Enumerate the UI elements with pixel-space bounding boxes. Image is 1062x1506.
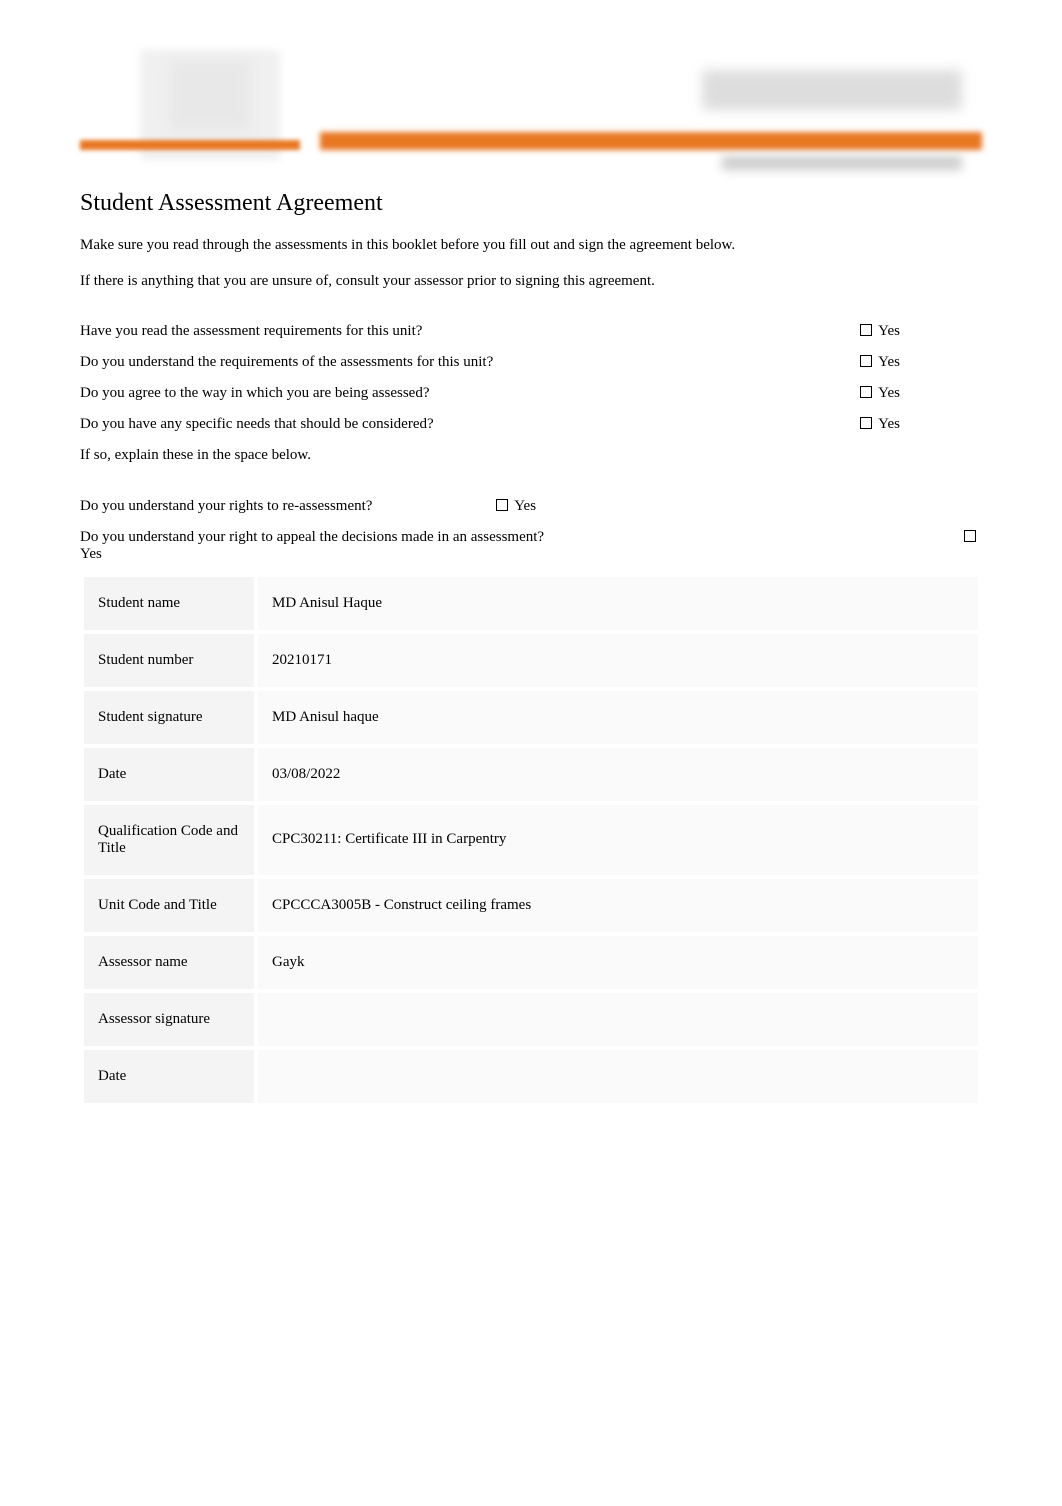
header-text-blur xyxy=(702,70,962,110)
checkbox-icon[interactable] xyxy=(860,386,872,398)
question-row-4: Do you have any specific needs that shou… xyxy=(80,416,900,433)
table-label-cell: Student name xyxy=(84,577,254,630)
question-text: Do you understand your rights to re-asse… xyxy=(80,498,372,514)
page-title: Student Assessment Agreement xyxy=(80,190,982,217)
table-row: Unit Code and TitleCPCCCA3005B - Constru… xyxy=(84,879,978,932)
header-banner xyxy=(80,40,982,170)
table-row: Student signatureMD Anisul haque xyxy=(84,691,978,744)
answer-label: Yes xyxy=(514,498,536,514)
table-value-cell: MD Anisul Haque xyxy=(258,577,978,630)
header-subtext-blur xyxy=(722,156,962,170)
question-answer: Yes xyxy=(840,323,900,340)
checkbox-icon[interactable] xyxy=(860,324,872,336)
table-row: Student nameMD Anisul Haque xyxy=(84,577,978,630)
checkbox-icon[interactable] xyxy=(496,499,508,511)
question-text: Have you read the assessment requirement… xyxy=(80,323,840,340)
table-value-cell: CPC30211: Certificate III in Carpentry xyxy=(258,805,978,875)
answer-label: Yes xyxy=(878,354,900,370)
table-label-cell: Student signature xyxy=(84,691,254,744)
answer-label: Yes xyxy=(878,385,900,401)
intro-paragraph-1: Make sure you read through the assessmen… xyxy=(80,235,840,257)
question-answer: Yes xyxy=(496,498,536,515)
table-label-cell: Unit Code and Title xyxy=(84,879,254,932)
question-text: Do you understand the requirements of th… xyxy=(80,354,840,371)
question-row-3: Do you agree to the way in which you are… xyxy=(80,385,900,402)
table-value-cell: 20210171 xyxy=(258,634,978,687)
logo-shape xyxy=(170,60,250,130)
question-row-2: Do you understand the requirements of th… xyxy=(80,354,900,371)
accent-bar-long xyxy=(320,132,982,150)
accent-bar-short xyxy=(80,140,300,150)
table-label-cell: Student number xyxy=(84,634,254,687)
checkbox-icon[interactable] xyxy=(860,417,872,429)
table-row: Assessor signature xyxy=(84,993,978,1046)
table-row: Student number20210171 xyxy=(84,634,978,687)
table-value-cell: CPCCCA3005B - Construct ceiling frames xyxy=(258,879,978,932)
question-text: Do you have any specific needs that shou… xyxy=(80,416,840,433)
table-row: Qualification Code and TitleCPC30211: Ce… xyxy=(84,805,978,875)
question-row-5: Do you understand your rights to re-asse… xyxy=(80,498,982,515)
intro-paragraph-2: If there is anything that you are unsure… xyxy=(80,271,840,293)
answer-label: Yes xyxy=(878,416,900,432)
table-label-cell: Qualification Code and Title xyxy=(84,805,254,875)
question-answer xyxy=(944,529,982,546)
table-label-cell: Date xyxy=(84,1050,254,1103)
question-answer: Yes xyxy=(840,416,900,433)
question-row-1: Have you read the assessment requirement… xyxy=(80,323,900,340)
checkbox-icon[interactable] xyxy=(860,355,872,367)
question-answer: Yes xyxy=(840,385,900,402)
table-label-cell: Assessor signature xyxy=(84,993,254,1046)
question-row-6: Do you understand your right to appeal t… xyxy=(80,529,982,563)
explain-prompt: If so, explain these in the space below. xyxy=(80,447,982,464)
table-value-cell: Gayk xyxy=(258,936,978,989)
question-answer: Yes xyxy=(840,354,900,371)
answer-label-below: Yes xyxy=(80,546,102,562)
question-block: Have you read the assessment requirement… xyxy=(80,323,982,563)
table-label-cell: Date xyxy=(84,748,254,801)
answer-label: Yes xyxy=(878,323,900,339)
table-row: Date xyxy=(84,1050,978,1103)
table-row: Assessor nameGayk xyxy=(84,936,978,989)
question-text: Do you understand your right to appeal t… xyxy=(80,529,544,545)
table-value-cell: MD Anisul haque xyxy=(258,691,978,744)
question-text: Do you agree to the way in which you are… xyxy=(80,385,840,402)
checkbox-icon[interactable] xyxy=(964,530,976,542)
table-value-cell xyxy=(258,1050,978,1103)
table-row: Date03/08/2022 xyxy=(84,748,978,801)
table-label-cell: Assessor name xyxy=(84,936,254,989)
table-value-cell xyxy=(258,993,978,1046)
table-value-cell: 03/08/2022 xyxy=(258,748,978,801)
student-info-table: Student nameMD Anisul HaqueStudent numbe… xyxy=(80,573,982,1107)
